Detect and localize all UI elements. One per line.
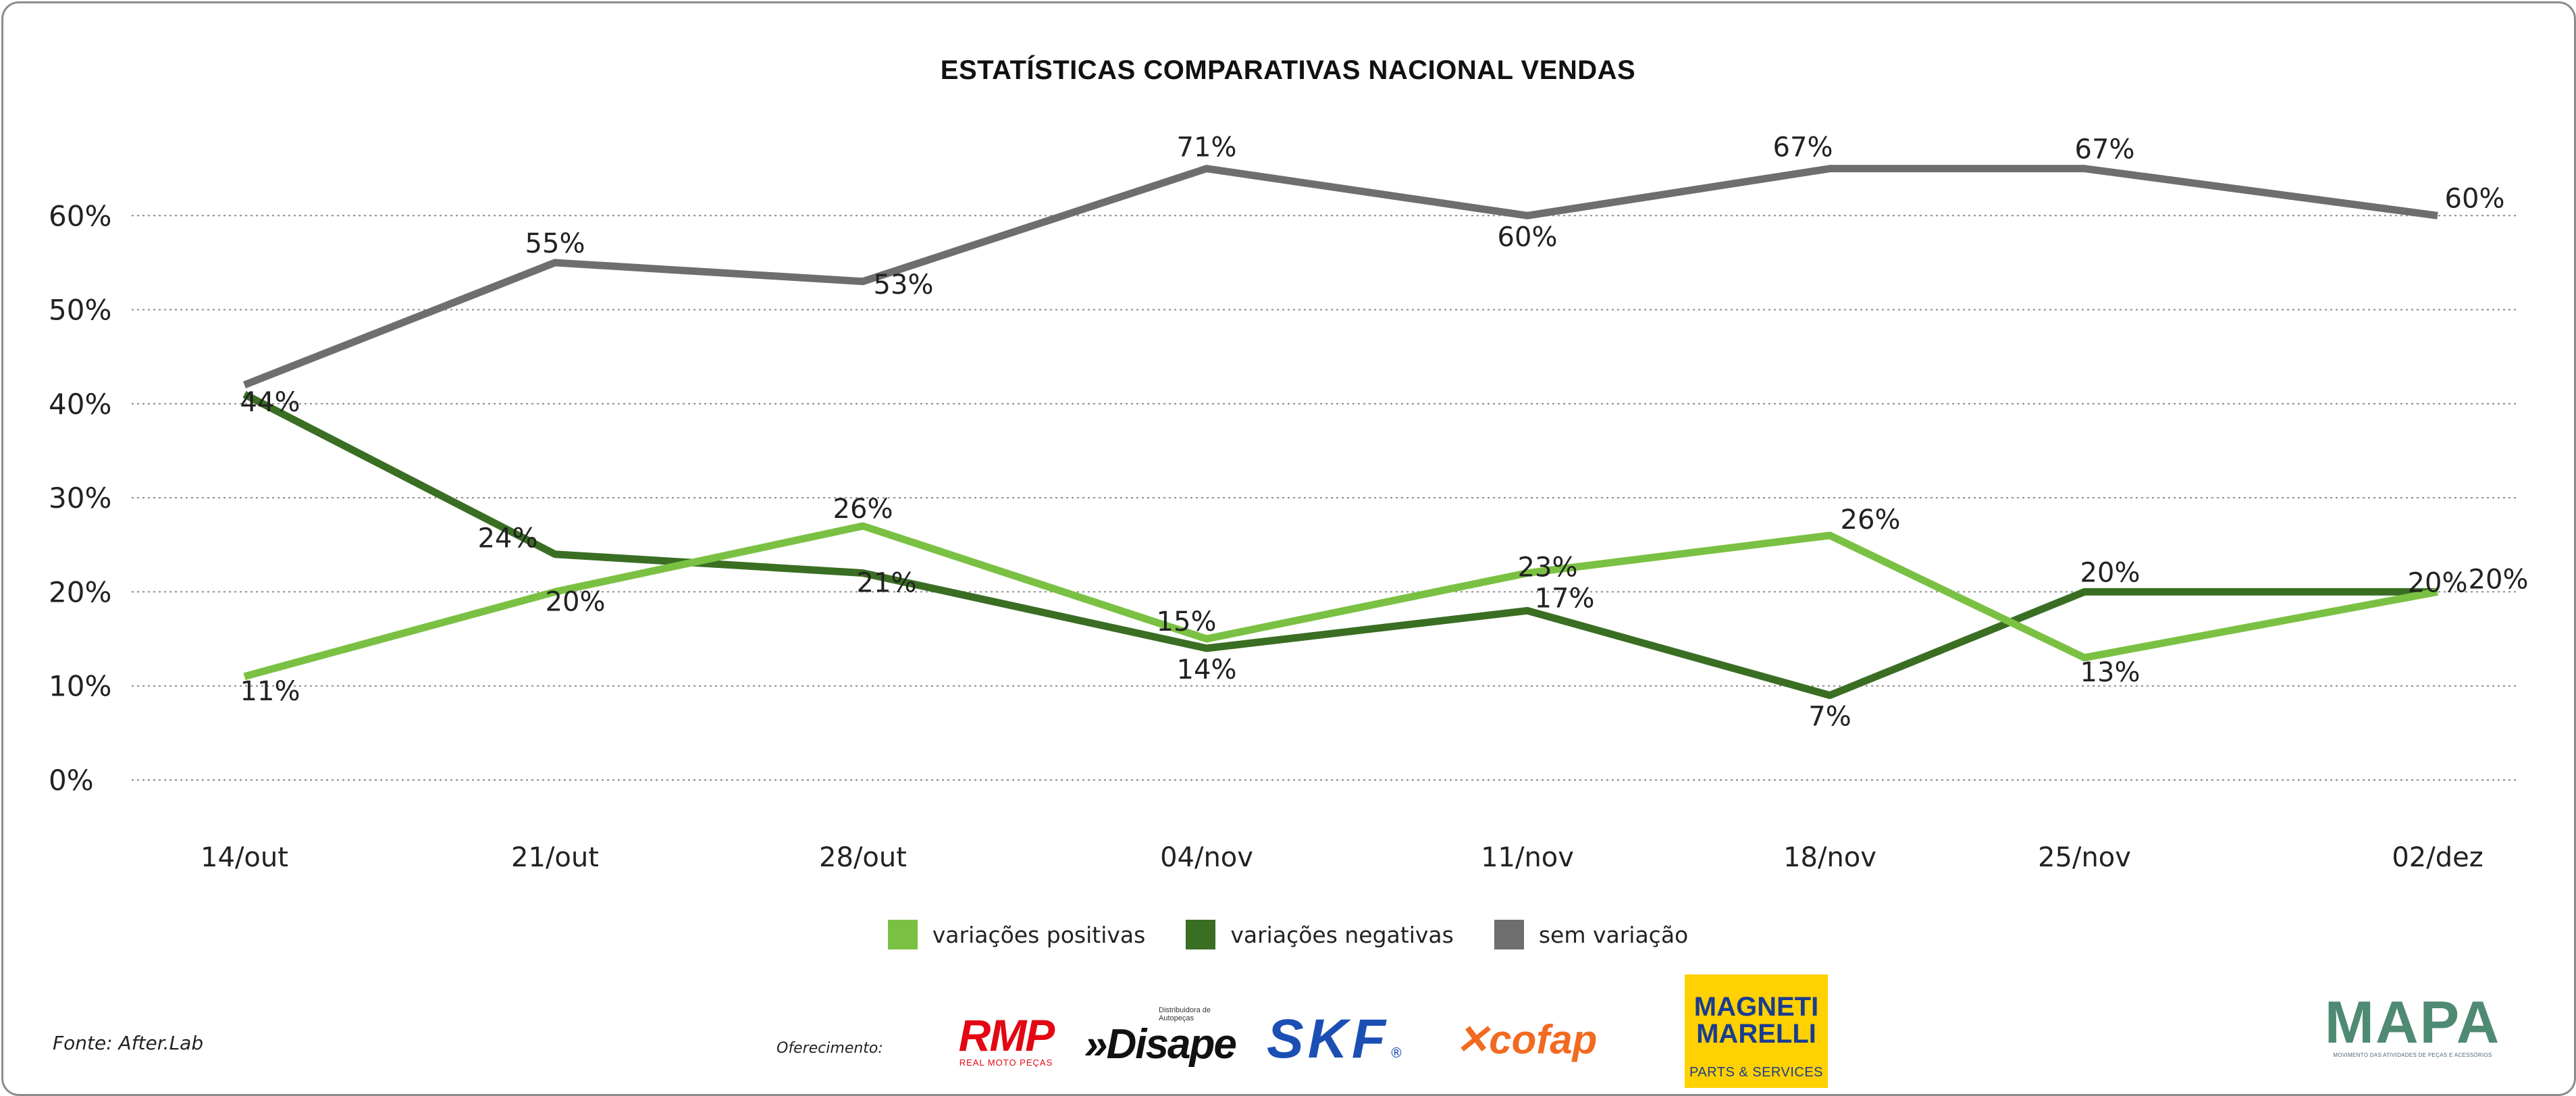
- data-label-positive: 20%: [546, 586, 606, 617]
- legend-item-positive: variações positivas: [887, 920, 1146, 949]
- data-label-negative: 14%: [1177, 654, 1237, 685]
- x-tick-label: 28/out: [819, 842, 907, 873]
- data-label-neutral: 60%: [2445, 183, 2505, 214]
- x-tick-label: 25/nov: [2038, 842, 2131, 873]
- series-line-negative: [242, 391, 2438, 700]
- skf-registered-mark: ®: [1390, 1045, 1403, 1061]
- data-label-positive: 23%: [1518, 552, 1578, 583]
- skf-logo: SKF®: [1267, 1012, 1403, 1067]
- y-tick-label: 30%: [49, 481, 111, 515]
- rmp-logo-text: RMP: [958, 1010, 1055, 1060]
- magneti-logo-line1: MAGNETI: [1693, 992, 1819, 1022]
- legend-label-positive: variações positivas: [932, 921, 1146, 948]
- chart-title: ESTATÍSTICAS COMPARATIVAS NACIONAL VENDA…: [940, 55, 1636, 85]
- x-tick-label: 21/out: [511, 842, 599, 873]
- skf-logo-text: SKF: [1267, 1008, 1390, 1070]
- x-tick-label: 14/out: [201, 842, 288, 873]
- x-tick-label: 04/nov: [1160, 842, 1253, 873]
- sponsor-label: Oferecimento:: [777, 1040, 883, 1057]
- data-label-positive: 26%: [833, 494, 893, 525]
- y-tick-label: 10%: [49, 670, 111, 703]
- y-tick-label: 50%: [49, 294, 111, 327]
- data-label-neutral: 55%: [525, 228, 585, 259]
- data-label-negative: 20%: [2408, 567, 2468, 598]
- data-label-neutral: 71%: [1177, 132, 1237, 163]
- legend-swatch-neutral: [1494, 920, 1524, 949]
- legend-swatch-negative: [1186, 920, 1216, 949]
- data-label-neutral: 67%: [2075, 134, 2135, 165]
- disape-logo: Distribuidora de Autopeças »Disape: [1084, 1006, 1246, 1067]
- x-tick-label: 11/nov: [1481, 842, 1574, 873]
- series-line-positive: [243, 522, 2439, 681]
- rmp-logo: RMP REAL MOTO PEÇAS: [942, 1013, 1070, 1068]
- data-label-positive: 15%: [1157, 606, 1217, 637]
- legend-swatch-positive: [887, 920, 918, 949]
- y-tick-label: 0%: [49, 764, 94, 797]
- data-label-positive: 26%: [1841, 504, 1901, 536]
- disape-logo-tagline: Distribuidora de Autopeças: [1159, 1006, 1211, 1022]
- mapa-logo: MAPA MOVIMENTO DAS ATIVIDADES DE PEÇAS E…: [2324, 989, 2501, 1059]
- mapa-logo-text: MAPA: [2324, 989, 2501, 1055]
- data-label-negative: 44%: [240, 387, 300, 418]
- cofap-logo-mark: ✕: [1455, 1017, 1490, 1062]
- mapa-logo-subtitle: MOVIMENTO DAS ATIVIDADES DE PEÇAS E ACES…: [2333, 1052, 2492, 1058]
- x-tick-label: 02/dez: [2392, 842, 2483, 873]
- legend-item-neutral: sem variação: [1494, 920, 1688, 949]
- data-label-positive: 13%: [2080, 657, 2140, 688]
- disape-logo-text: »Disape: [1084, 1021, 1237, 1068]
- source-note: Fonte: After.Lab: [53, 1032, 204, 1054]
- data-label-neutral: 53%: [874, 269, 934, 301]
- legend-label-neutral: sem variação: [1538, 921, 1689, 948]
- cofap-logo: ✕cofap: [1455, 1016, 1597, 1064]
- legend-item-negative: variações negativas: [1186, 920, 1454, 949]
- data-label-neutral: 67%: [1773, 132, 1833, 163]
- magneti-marelli-logo: MAGNETI MARELLI PARTS & SERVICES: [1685, 974, 1828, 1088]
- rmp-logo-subtitle: REAL MOTO PEÇAS: [959, 1058, 1053, 1068]
- data-label-negative: 24%: [478, 523, 538, 554]
- data-label-negative: 21%: [857, 568, 917, 599]
- chart-legend: variações positivas variações negativas …: [0, 920, 2576, 949]
- magneti-logo-subtitle: PARTS & SERVICES: [1689, 1065, 1824, 1080]
- data-label-positive: 20%: [2469, 564, 2529, 595]
- data-label-neutral: 60%: [1498, 221, 1558, 253]
- y-tick-label: 20%: [49, 575, 111, 608]
- x-tick-label: 18/nov: [1783, 842, 1876, 873]
- cofap-logo-text: cofap: [1489, 1017, 1598, 1062]
- data-label-negative: 20%: [2080, 557, 2140, 588]
- magneti-logo-line2: MARELLI: [1696, 1019, 1816, 1049]
- y-tick-label: 40%: [49, 388, 111, 421]
- y-tick-label: 60%: [49, 199, 111, 232]
- legend-label-negative: variações negativas: [1230, 921, 1454, 948]
- series-line-neutral: [242, 165, 2438, 389]
- data-label-negative: 17%: [1535, 583, 1595, 614]
- data-label-negative: 7%: [1808, 702, 1851, 733]
- data-label-positive: 11%: [240, 676, 300, 707]
